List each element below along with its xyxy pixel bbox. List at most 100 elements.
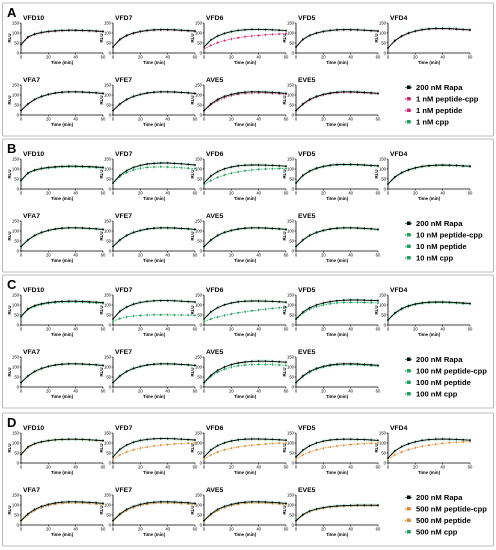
- x-tick-label: 40: [165, 389, 170, 394]
- data-point: [203, 46, 205, 48]
- data-point: [40, 31, 43, 34]
- data-point: [153, 91, 155, 94]
- x-tick-label: 0: [112, 117, 115, 122]
- x-tick-label: 20: [321, 527, 326, 532]
- data-point: [81, 165, 84, 168]
- panel-label: A: [7, 5, 17, 20]
- data-point: [26, 446, 29, 448]
- x-tick-label: 20: [413, 191, 418, 196]
- subplot-title: VFA7: [23, 349, 40, 356]
- data-point: [146, 364, 149, 366]
- data-point: [230, 229, 233, 232]
- data-point: [271, 438, 274, 441]
- y-tick-label: 150: [379, 20, 387, 25]
- data-point: [400, 445, 403, 448]
- data-point: [20, 245, 22, 248]
- data-point: [180, 91, 183, 94]
- data-point: [237, 170, 240, 173]
- data-point: [336, 299, 338, 302]
- x-tick-label: 40: [440, 55, 445, 60]
- data-point: [322, 229, 325, 232]
- data-point: [159, 165, 162, 168]
- data-point: [356, 438, 359, 441]
- y-tick-label: 0: [200, 460, 203, 465]
- data-point: [342, 299, 345, 302]
- y-axis-label: RLU: [190, 231, 195, 240]
- data-point: [257, 500, 260, 503]
- data-point: [448, 438, 451, 441]
- y-tick-label: 150: [104, 82, 112, 87]
- x-tick-label: 20: [321, 327, 326, 332]
- x-tick-label: 60: [193, 191, 198, 196]
- y-axis-label: RLU: [282, 33, 287, 42]
- x-tick-label: 0: [295, 465, 298, 470]
- y-tick-label: 0: [200, 322, 203, 327]
- data-point: [33, 370, 36, 373]
- series-line: [20, 438, 104, 456]
- data-point: [61, 227, 63, 230]
- data-point: [125, 508, 128, 511]
- data-point: [387, 47, 389, 49]
- x-tick-label: 40: [256, 327, 261, 332]
- y-tick-label: 0: [292, 248, 295, 253]
- data-point: [118, 174, 121, 177]
- y-tick-label: 0: [109, 522, 112, 527]
- data-point: [33, 234, 36, 237]
- y-tick-label: 100: [104, 228, 112, 233]
- x-axis-label: Time (min): [326, 258, 349, 263]
- y-tick-label: 0: [109, 460, 112, 465]
- data-point: [349, 301, 352, 304]
- data-point: [61, 165, 63, 168]
- data-point: [264, 360, 267, 363]
- data-point: [61, 363, 63, 366]
- data-point: [203, 458, 205, 460]
- x-tick-label: 20: [138, 253, 143, 258]
- data-point: [329, 228, 332, 230]
- y-tick-label: 0: [292, 50, 295, 55]
- subplot-vfd5: VFD5 0 50 100 150 0 20 40 60 Time (min) RLU: [282, 15, 381, 65]
- x-tick-label: 0: [203, 117, 206, 122]
- x-tick-label: 40: [73, 253, 78, 258]
- subplot-title: VFD6: [206, 425, 224, 432]
- data-point: [434, 164, 437, 167]
- data-point: [223, 231, 226, 234]
- y-axis-label: RLU: [99, 367, 104, 376]
- subplot-vfa7: VFA7 0 50 100 150 0 20 40 60 Time (min) RLU: [7, 487, 106, 537]
- data-point: [173, 299, 176, 302]
- series-line: [203, 363, 287, 384]
- data-point: [209, 454, 212, 456]
- subplot-vfe7: VFE7 0 50 100 150 0 20 40 60 Time (min) RLU: [99, 487, 198, 537]
- data-point: [173, 363, 176, 365]
- data-point: [74, 226, 77, 229]
- y-tick-label: 50: [289, 374, 294, 379]
- data-point: [112, 109, 114, 112]
- data-point: [271, 167, 274, 170]
- data-point: [250, 309, 253, 312]
- data-point: [132, 448, 135, 451]
- data-point: [40, 167, 43, 170]
- x-axis-label: Time (min): [51, 470, 74, 475]
- data-point: [187, 442, 190, 445]
- x-tick-label: 60: [376, 327, 381, 332]
- data-point: [250, 90, 253, 93]
- series-line: [295, 164, 379, 184]
- data-point: [194, 301, 196, 303]
- data-point: [285, 29, 287, 32]
- y-tick-label: 50: [197, 374, 202, 379]
- series-line: [112, 29, 196, 48]
- data-point: [278, 167, 281, 170]
- data-point: [271, 363, 274, 366]
- x-tick-label: 20: [46, 253, 51, 258]
- y-tick-label: 150: [12, 292, 20, 297]
- data-point: [125, 98, 128, 101]
- subplot-title: VFD10: [23, 425, 44, 432]
- y-tick-label: 0: [292, 186, 295, 191]
- data-point: [237, 311, 240, 314]
- data-point: [322, 304, 325, 306]
- data-point: [370, 299, 373, 302]
- data-point: [441, 438, 444, 440]
- data-point: [47, 439, 50, 442]
- y-tick-label: 0: [109, 322, 112, 327]
- data-point: [146, 446, 149, 448]
- data-point: [153, 227, 155, 230]
